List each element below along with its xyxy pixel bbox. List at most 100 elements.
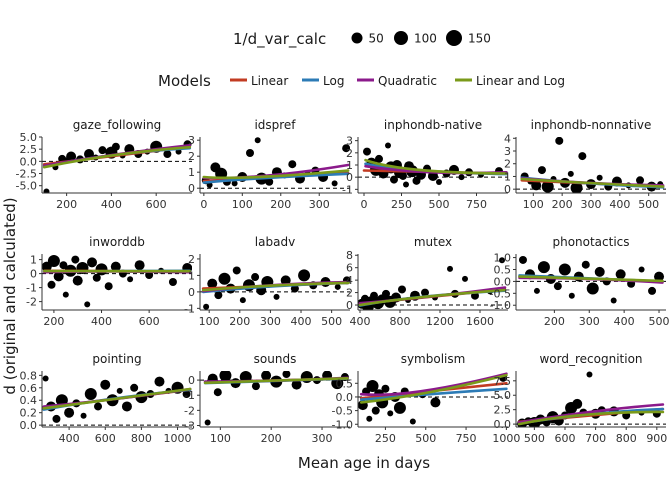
data-point [240, 297, 246, 303]
panel-title: labadv [255, 235, 295, 249]
data-point [394, 402, 406, 414]
x-tick-label: 600 [95, 432, 116, 445]
data-point [98, 146, 106, 154]
x-tick-label: 250 [375, 432, 396, 445]
size-legend-label-0: 50 [369, 32, 384, 46]
x-tick-label: 200 [229, 315, 250, 328]
x-tick-label: 600 [139, 315, 160, 328]
data-point [219, 370, 231, 382]
y-tick-label: 0.0 [494, 275, 512, 288]
data-point [261, 371, 271, 381]
panel-plot [516, 256, 666, 304]
x-tick-label: 300 [581, 198, 602, 211]
size-legend-label-1: 100 [414, 32, 437, 46]
y-tick-label: 8 [346, 249, 353, 262]
y-tick-label: 4 [504, 132, 511, 145]
data-point [375, 155, 383, 163]
x-tick-label: 500 [649, 315, 670, 328]
data-point [410, 419, 416, 425]
data-point [578, 152, 586, 160]
y-tick-label: -5.0 [16, 180, 37, 193]
y-tick-label: -2 [184, 404, 195, 417]
x-tick-label: 500 [415, 432, 436, 445]
x-tick-label: 400 [614, 315, 635, 328]
y-tick-label: 2.5 [20, 143, 38, 156]
y-tick-label: 1 [346, 159, 353, 172]
y-tick-label: -2.5 [16, 168, 37, 181]
data-point [84, 301, 90, 307]
data-point [288, 160, 296, 168]
y-tick-label: 0 [346, 299, 353, 312]
data-point [255, 137, 261, 143]
data-point [274, 294, 280, 300]
panel-title: symbolism [401, 352, 466, 366]
data-point [127, 276, 133, 282]
x-tick-label: 400 [609, 198, 630, 211]
data-point [87, 257, 97, 267]
x-tick-label: 100 [210, 432, 231, 445]
y-tick-label: 5.0 [494, 389, 512, 402]
y-tick-label: 7.5 [494, 375, 512, 388]
y-tick-label: 1 [188, 269, 195, 282]
panel-title: inphondb-native [384, 118, 482, 132]
x-tick-label: 750 [456, 432, 477, 445]
x-tick-label: 0 [361, 198, 368, 211]
x-tick-label: 500 [524, 432, 545, 445]
panel-title: inphondb-nonnative [531, 118, 652, 132]
y-tick-label: 2.5 [494, 404, 512, 417]
x-tick-label: 200 [552, 198, 573, 211]
data-point [163, 150, 171, 158]
data-point [298, 269, 310, 281]
panel-plot [200, 137, 350, 188]
x-tick-label: 100 [232, 198, 253, 211]
x-tick-label: 300 [260, 315, 281, 328]
data-point [534, 288, 540, 294]
size-legend-title: 1/d_var_calc [233, 30, 326, 49]
x-tick-label: 200 [56, 198, 77, 211]
data-point [252, 382, 260, 390]
data-point [169, 278, 177, 286]
data-point [569, 293, 575, 299]
x-tick-label: 400 [350, 315, 371, 328]
panel-plot [516, 371, 666, 428]
y-tick-label: 0.5 [336, 377, 354, 390]
size-legend-key-2 [446, 30, 462, 46]
data-point [447, 266, 453, 272]
data-point [430, 397, 440, 407]
data-point [332, 180, 338, 186]
y-tick-label: 2 [504, 158, 511, 171]
x-tick-label: 400 [101, 198, 122, 211]
data-point [366, 416, 372, 422]
data-point [587, 283, 599, 295]
y-tick-label: 0.8 [20, 369, 38, 382]
y-tick-label: 1.0 [494, 252, 512, 265]
panel-title: mutex [414, 235, 452, 249]
data-point [81, 413, 87, 419]
panel-title: pointing [92, 352, 141, 366]
data-point [85, 388, 97, 400]
data-point [214, 388, 222, 396]
data-point [555, 137, 563, 145]
panel-plot [42, 140, 192, 194]
data-point [554, 282, 562, 290]
y-tick-label: 6 [346, 262, 353, 275]
y-tick-label: 1 [30, 254, 37, 267]
x-tick-label: 250 [391, 198, 412, 211]
y-tick-label: 1 [504, 170, 511, 183]
data-point [105, 282, 113, 290]
x-tick-label: 100 [523, 198, 544, 211]
data-point [387, 410, 393, 416]
x-tick-label: 800 [616, 432, 637, 445]
panel-title: gaze_following [73, 118, 162, 132]
panel-title: idspref [254, 118, 296, 132]
panel-plot [200, 266, 351, 309]
x-tick-label: 800 [390, 315, 411, 328]
y-tick-label: 3 [504, 145, 511, 158]
data-point [112, 143, 120, 151]
x-tick-label: 750 [466, 198, 487, 211]
y-tick-label: -0.5 [490, 287, 511, 300]
